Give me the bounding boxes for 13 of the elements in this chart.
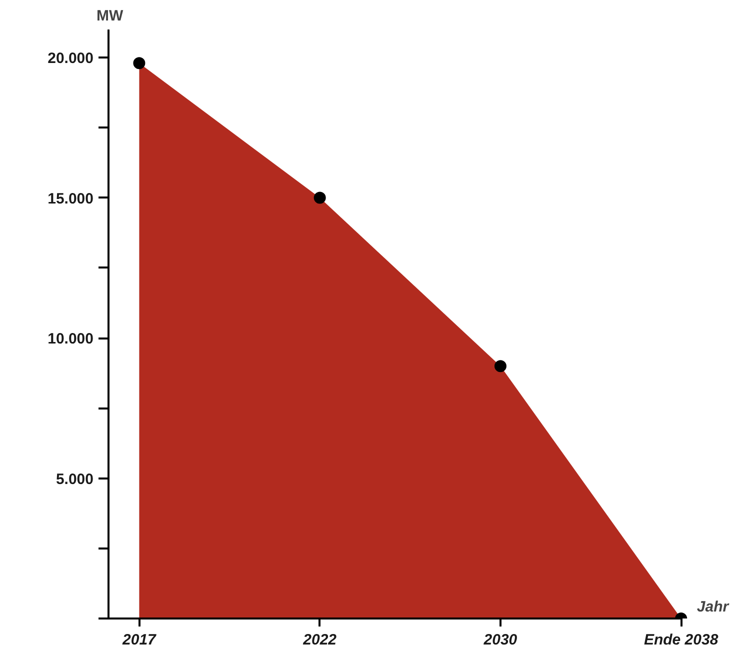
y-tick-label: 10.000 <box>48 330 94 348</box>
x-axis-title: Jahr <box>696 598 730 616</box>
x-tick-label: 2022 <box>302 632 338 648</box>
y-tick-label: 15.000 <box>48 190 94 208</box>
point <box>314 192 326 204</box>
x-tick-label: 2017 <box>122 632 157 648</box>
y-tick-label: 20.000 <box>48 50 94 68</box>
y-axis-title: MW <box>96 8 124 24</box>
x-tick-label: 2030 <box>482 632 518 648</box>
point <box>133 57 146 70</box>
y-tick-label: 5.000 <box>56 470 94 488</box>
x-tick-label: Ende 2038 <box>644 632 719 648</box>
point <box>494 360 506 372</box>
